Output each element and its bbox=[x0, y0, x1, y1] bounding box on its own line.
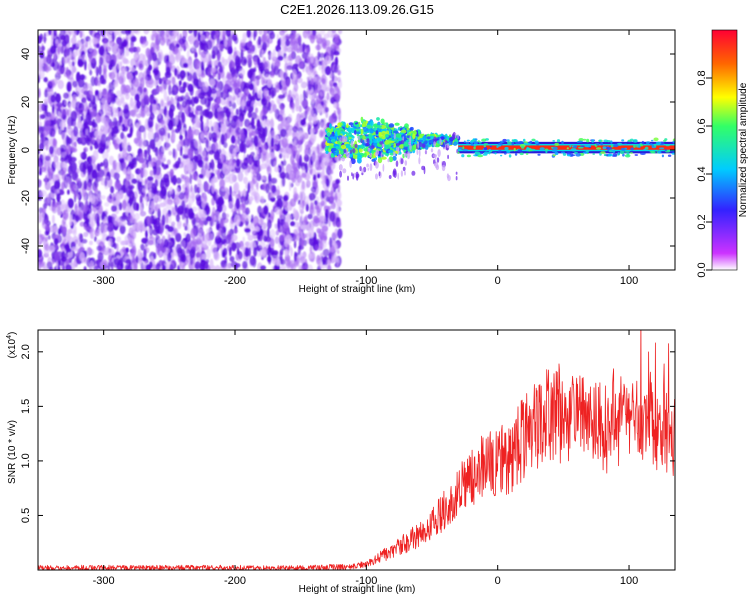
snr-x-axis: -300 -200 -100 0 100 bbox=[93, 330, 638, 587]
snr-y-tick-label: 1.0 bbox=[20, 453, 32, 468]
snr-series-line bbox=[38, 330, 675, 570]
spectrogram-x-label: Height of straight line (km) bbox=[299, 284, 416, 295]
spectrogram-x-tick-label: -300 bbox=[93, 275, 115, 287]
snr-multiplier: (x104) bbox=[6, 332, 18, 359]
snr-frame bbox=[37, 329, 676, 571]
snr-multiplier-close: ) bbox=[7, 332, 18, 335]
carrier-line-region bbox=[457, 137, 675, 158]
snr-panel: -300 -200 -100 0 100 0.5 1.0 1.5 2.0 Height of … bbox=[6, 329, 676, 595]
spectrogram-heatmap bbox=[38, 30, 675, 270]
snr-y-tick-label: 1.5 bbox=[20, 399, 32, 414]
spectrogram-y-tick-label: 40 bbox=[20, 48, 32, 60]
spectrogram-y-tick-label: 20 bbox=[20, 96, 32, 108]
spectrogram-y-tick-label: -40 bbox=[20, 238, 32, 254]
spectrogram-x-axis: -300 -200 -100 0 100 bbox=[93, 30, 638, 287]
snr-x-tick-label: 0 bbox=[495, 575, 501, 587]
snr-multiplier-base: (x10 bbox=[7, 338, 18, 358]
spectrogram-x-tick-label: 0 bbox=[495, 275, 501, 287]
snr-x-tick-label: -300 bbox=[93, 575, 115, 587]
broad-signal-region bbox=[324, 116, 461, 182]
colorbar-label: Normalized spectral amplitude bbox=[738, 82, 749, 217]
snr-multiplier-exponent: 4 bbox=[6, 335, 13, 339]
colorbar-tick-label: 0.6 bbox=[696, 118, 708, 133]
spectrogram-y-axis: -40 -20 0 20 40 bbox=[20, 48, 675, 254]
spectrogram-x-tick-label: 100 bbox=[620, 275, 638, 287]
spectrogram-x-tick-label: -200 bbox=[224, 275, 246, 287]
spectrogram-y-tick-label: -20 bbox=[20, 190, 32, 206]
spectrogram-y-tick-label: 0 bbox=[20, 147, 32, 153]
colorbar-tick-label: 0.4 bbox=[696, 166, 708, 181]
snr-x-label: Height of straight line (km) bbox=[299, 584, 416, 595]
noise-region bbox=[38, 30, 343, 270]
snr-x-tick-label: -100 bbox=[355, 575, 377, 587]
spectrogram-x-tick-label: -100 bbox=[355, 275, 377, 287]
colorbar-ticks: 0.0 0.2 0.4 0.6 0.8 bbox=[696, 70, 712, 278]
colorbar-tick-label: 0.2 bbox=[696, 214, 708, 229]
colorbar: 0.0 0.2 0.4 0.6 0.8 Normalized spectral ampl… bbox=[696, 29, 749, 278]
snr-x-tick-label: 100 bbox=[620, 575, 638, 587]
snr-y-tick-label: 2.0 bbox=[20, 344, 32, 359]
snr-x-tick-label: -200 bbox=[224, 575, 246, 587]
spectrogram-y-label: Frequency (Hz) bbox=[7, 116, 18, 185]
colorbar-tick-label: 0.8 bbox=[696, 70, 708, 85]
colorbar-tick-label: 0.0 bbox=[696, 262, 708, 277]
colorbar-gradient bbox=[711, 29, 738, 271]
snr-y-tick-label: 0.5 bbox=[20, 508, 32, 523]
snr-y-axis: 0.5 1.0 1.5 2.0 bbox=[20, 344, 675, 523]
chart-title: C2E1.2026.113.09.26.G15 bbox=[280, 2, 434, 17]
snr-y-label: SNR (10 * v/v) bbox=[7, 420, 18, 484]
